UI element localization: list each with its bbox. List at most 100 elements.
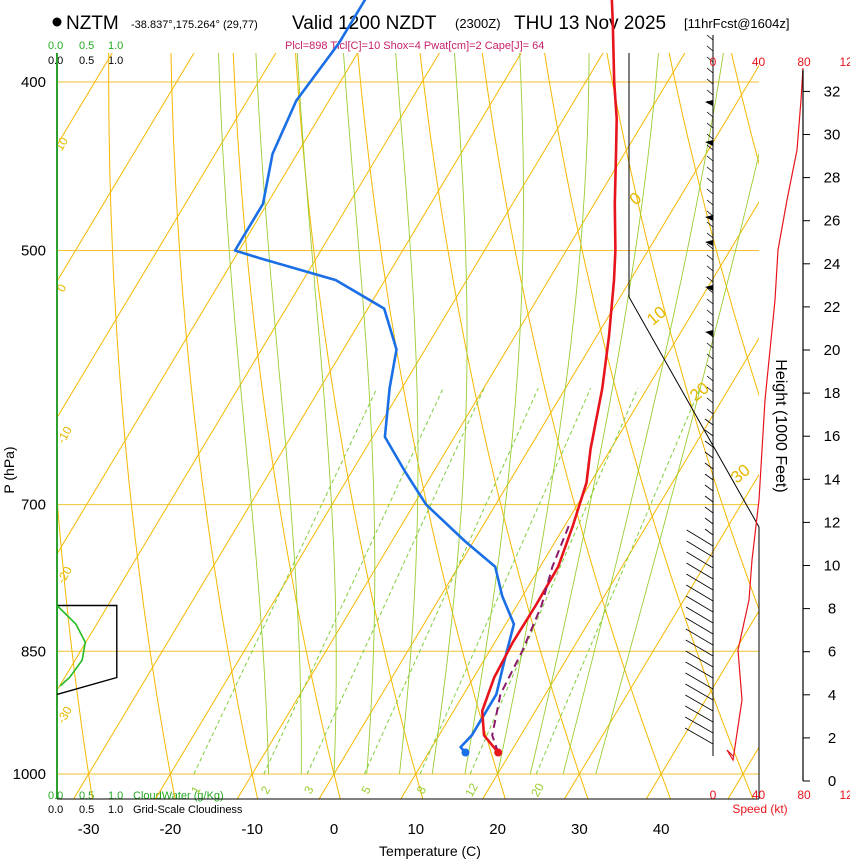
- height-tick-label: 10: [824, 558, 841, 575]
- wind-barb: [704, 440, 714, 448]
- wind-barb: [704, 484, 714, 492]
- wind-panel: [684, 34, 804, 762]
- wind-barb: [706, 397, 714, 404]
- x-tick-label: -10: [241, 821, 263, 838]
- cloudiness-scale-top-2: 1.0: [108, 55, 123, 67]
- wind-barb: [686, 562, 714, 580]
- wind-barb: [706, 45, 714, 52]
- background-grid: [0, 0, 759, 811]
- height-tick-label: 0: [828, 773, 836, 790]
- cloudiness-label: Grid-Scale Cloudiness: [133, 804, 243, 816]
- axis-labels: -30-20-100102030402503004005007008501000…: [13, 55, 850, 838]
- moist-adiabat-line: [343, 53, 376, 775]
- wind-barb: [706, 287, 714, 294]
- wind-barb: [704, 451, 714, 459]
- speed-tick-bottom: 40: [752, 788, 766, 802]
- speed-tick-top: 80: [797, 55, 811, 69]
- wind-barb: [706, 342, 714, 349]
- station-coords: -38.837°,175.264° (29,77): [131, 19, 258, 31]
- cloudwater-scale-bottom-0: 0.0: [48, 790, 63, 802]
- wind-barb: [706, 221, 714, 228]
- wind-barb: [706, 78, 714, 85]
- moist-adiabat-line: [497, 53, 590, 775]
- height-tick-label: 28: [824, 170, 841, 187]
- wind-barb: [704, 517, 714, 525]
- moist-adiabat-line: [395, 53, 419, 775]
- wind-barb: [706, 67, 714, 74]
- pressure-tick-label: 850: [21, 643, 46, 660]
- isotherm-line: [563, 473, 759, 799]
- pressure-tick-label: 1000: [13, 766, 46, 783]
- wind-barb: [706, 56, 714, 63]
- moist-adiabat-line: [255, 53, 302, 774]
- moist-adiabat-line: [464, 53, 524, 775]
- height-tick-label: 20: [824, 342, 841, 359]
- wind-barb: [706, 177, 714, 184]
- dry-adiabat-line: [232, 53, 341, 799]
- mixing-ratio-line: [263, 387, 444, 775]
- wind-barb: [704, 418, 714, 426]
- isotherm-line: [0, 0, 82, 811]
- dry-adiabat-line: [170, 53, 259, 799]
- height-tick-label: 4: [828, 687, 836, 704]
- utc-time: (2300Z): [455, 16, 501, 31]
- pressure-tick-label: 700: [21, 497, 46, 514]
- wind-speed-line: [726, 67, 804, 762]
- isotherm-line: [57, 53, 440, 692]
- speed-axis-title: Speed (kt): [732, 802, 787, 816]
- wind-flag: [705, 140, 713, 146]
- cloudiness-scale-top-0: 0.0: [48, 55, 63, 67]
- y-axis-title: P (hPa): [1, 446, 17, 493]
- wind-barb: [706, 265, 714, 272]
- moist-adiabat-line: [296, 53, 337, 775]
- cloudwater-scale-bottom-2: 1.0: [108, 790, 123, 802]
- wind-barb: [706, 386, 714, 393]
- mixing-ratio-label: 5: [358, 783, 374, 796]
- dry-adiabat-line: [357, 53, 506, 799]
- mixing-ratio-label: 3: [301, 783, 317, 796]
- isotherm-line: [57, 53, 195, 283]
- dry-adiabat-line: [544, 53, 754, 799]
- cloudwater-scale-top-0: 0.0: [48, 40, 63, 52]
- speed-tick-bottom: 0: [710, 788, 717, 802]
- mixing-ratio-line: [363, 387, 539, 775]
- mixing-ratio-label: 8: [414, 783, 430, 796]
- height-tick-label: 16: [824, 428, 841, 445]
- wind-barb: [704, 462, 714, 470]
- wind-barb: [686, 529, 714, 547]
- sounding-traces: [233, 0, 618, 757]
- x-tick-label: 10: [407, 821, 424, 838]
- wind-barb: [704, 473, 714, 481]
- cloudwater-scale-top-2: 1.0: [108, 40, 123, 52]
- mixing-ratio-label: 2: [258, 783, 274, 796]
- speed-tick-bottom: 80: [797, 788, 811, 802]
- height-tick-label: 14: [824, 471, 841, 488]
- cloudiness-scale-bottom-2: 1.0: [108, 804, 123, 816]
- forecast-date: THU 13 Nov 2025: [514, 13, 666, 34]
- dry-adiabat-line: [606, 53, 759, 611]
- wind-barb: [704, 429, 714, 437]
- height-tick-label: 12: [824, 514, 841, 531]
- dry-adiabat-line: [57, 491, 94, 799]
- wind-barb: [685, 705, 714, 723]
- dry-adiabat-line: [481, 53, 672, 799]
- mixing-ratio-line: [193, 387, 378, 775]
- wind-flag: [705, 100, 713, 106]
- isotherm-line: [400, 201, 759, 799]
- mixing-ratio-line: [419, 387, 592, 775]
- wind-barb: [706, 232, 714, 239]
- wind-barb: [686, 584, 714, 602]
- wind-barb: [684, 727, 714, 745]
- station-name: NZTM: [66, 13, 119, 34]
- isotherm-line: [73, 53, 522, 799]
- mixing-ratio-label: 12: [462, 780, 481, 799]
- temperature-line: [480, 0, 618, 754]
- height-tick-label: 2: [828, 730, 836, 747]
- speed-tick-top: 0: [710, 55, 717, 69]
- dry-adiabat-line: [730, 53, 759, 166]
- wind-barb: [706, 375, 714, 382]
- wind-barb: [686, 551, 714, 569]
- cloudwater-line: [56, 604, 87, 687]
- moist-adiabat-line: [562, 53, 724, 775]
